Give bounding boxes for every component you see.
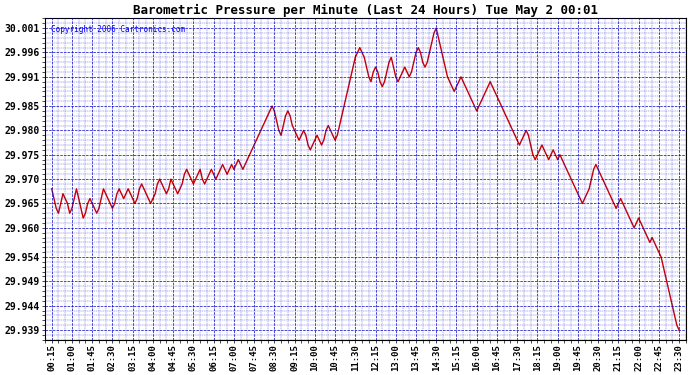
Text: Copyright 2006 Cartronics.com: Copyright 2006 Cartronics.com	[51, 25, 186, 34]
Title: Barometric Pressure per Minute (Last 24 Hours) Tue May 2 00:01: Barometric Pressure per Minute (Last 24 …	[133, 4, 598, 17]
